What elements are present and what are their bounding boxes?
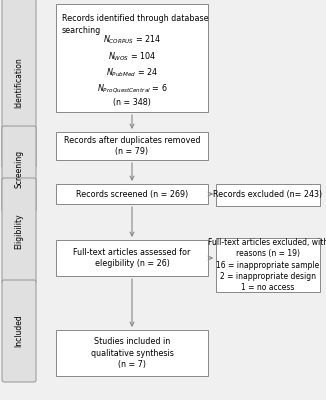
FancyBboxPatch shape bbox=[2, 280, 36, 382]
Text: Identification: Identification bbox=[14, 58, 23, 108]
Text: Full-text articles excluded, with
reasons (n = 19)
16 = inappropriate sample
2 =: Full-text articles excluded, with reason… bbox=[208, 238, 326, 292]
Text: Records after duplicates removed
(n = 79): Records after duplicates removed (n = 79… bbox=[64, 136, 200, 156]
Text: Records screened (n = 269): Records screened (n = 269) bbox=[76, 190, 188, 198]
FancyBboxPatch shape bbox=[56, 330, 208, 376]
FancyBboxPatch shape bbox=[216, 238, 320, 292]
FancyBboxPatch shape bbox=[2, 0, 36, 168]
Text: Records excluded (n= 243): Records excluded (n= 243) bbox=[214, 190, 322, 200]
FancyBboxPatch shape bbox=[56, 132, 208, 160]
Text: $N_{CORPUS}$ = 214
$N_{WOS}$ = 104
$N_{PubMed}$ = 24
$N_{ProQuestCentral}$ = 6
(: $N_{CORPUS}$ = 214 $N_{WOS}$ = 104 $N_{P… bbox=[97, 34, 167, 107]
FancyBboxPatch shape bbox=[2, 178, 36, 284]
Text: Full-text articles assessed for
elegibility (n = 26): Full-text articles assessed for elegibil… bbox=[73, 248, 191, 268]
FancyBboxPatch shape bbox=[216, 184, 320, 206]
FancyBboxPatch shape bbox=[2, 126, 36, 212]
Text: Screening: Screening bbox=[14, 150, 23, 188]
FancyBboxPatch shape bbox=[56, 240, 208, 276]
FancyBboxPatch shape bbox=[56, 184, 208, 204]
Text: Studies included in
qualitative synthesis
(n = 7): Studies included in qualitative synthesi… bbox=[91, 338, 173, 369]
Text: Included: Included bbox=[14, 315, 23, 347]
Text: Records identified through database
searching: Records identified through database sear… bbox=[62, 14, 209, 35]
Text: Eligibility: Eligibility bbox=[14, 213, 23, 249]
FancyBboxPatch shape bbox=[56, 4, 208, 112]
